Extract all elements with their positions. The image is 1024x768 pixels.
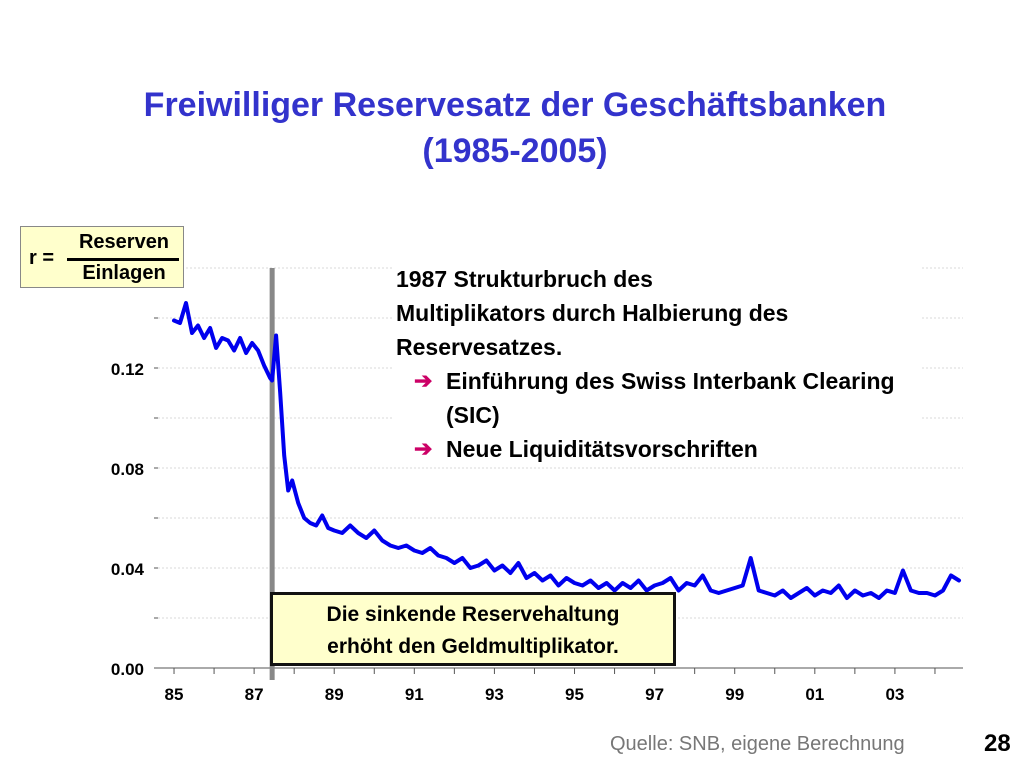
x-tick-label: 87 bbox=[245, 685, 264, 704]
page-number: 28 bbox=[984, 730, 1011, 757]
fraction-bar bbox=[67, 258, 179, 261]
arrow-right-icon: ➔ bbox=[414, 368, 433, 393]
x-tick-label: 85 bbox=[165, 685, 184, 704]
formula-box: r = Reserven Einlagen bbox=[20, 226, 184, 288]
annotation-bullet-2: ➔ Neue Liquiditätsvorschriften bbox=[396, 432, 916, 466]
annotation-bullet-2-text: Neue Liquiditätsvorschriften bbox=[446, 436, 758, 462]
annotation-bullet-1: ➔ Einführung des Swiss Interbank Clearin… bbox=[396, 364, 916, 432]
series-line bbox=[172, 301, 961, 600]
formula-lhs: r = bbox=[29, 247, 55, 269]
x-tick-label: 01 bbox=[805, 685, 824, 704]
annotation-line-3: Reservesatzes. bbox=[396, 334, 563, 360]
slide-title: Freiwilliger Reservesatz der Geschäftsba… bbox=[40, 82, 990, 174]
callout-line-2: erhöht den Geldmultiplikator. bbox=[327, 635, 619, 658]
x-tick-label: 89 bbox=[325, 685, 344, 704]
formula-denominator: Einlagen bbox=[82, 262, 166, 284]
callout-box: Die sinkende Reservehaltung erhöht den G… bbox=[270, 592, 676, 666]
x-tick-label: 03 bbox=[885, 685, 904, 704]
y-tick-label: 0.12 bbox=[111, 360, 144, 379]
title-line-2: (1985-2005) bbox=[422, 132, 608, 170]
callout-line-1: Die sinkende Reservehaltung bbox=[326, 603, 620, 626]
arrow-right-icon: ➔ bbox=[414, 436, 433, 461]
formula-numerator: Reserven bbox=[78, 231, 170, 253]
y-tick-label: 0.04 bbox=[111, 560, 145, 579]
y-tick-label: 0.00 bbox=[111, 660, 144, 679]
annotation-line-1: 1987 Strukturbruch des bbox=[396, 266, 653, 292]
x-tick-label: 93 bbox=[485, 685, 504, 704]
title-line-1: Freiwilliger Reservesatz der Geschäftsba… bbox=[143, 86, 887, 124]
annotation-line-2: Multiplikators durch Halbierung des bbox=[396, 300, 789, 326]
annotation-box: 1987 Strukturbruch des Multiplikators du… bbox=[392, 262, 920, 466]
x-tick-label: 95 bbox=[565, 685, 584, 704]
x-tick-label: 91 bbox=[405, 685, 424, 704]
x-tick-label: 97 bbox=[645, 685, 664, 704]
x-tick-label: 99 bbox=[725, 685, 744, 704]
y-tick-label: 0.08 bbox=[111, 460, 144, 479]
annotation-bullet-1-text: Einführung des Swiss Interbank Clearing … bbox=[446, 368, 895, 428]
source-note: Quelle: SNB, eigene Berechnung bbox=[610, 733, 905, 755]
